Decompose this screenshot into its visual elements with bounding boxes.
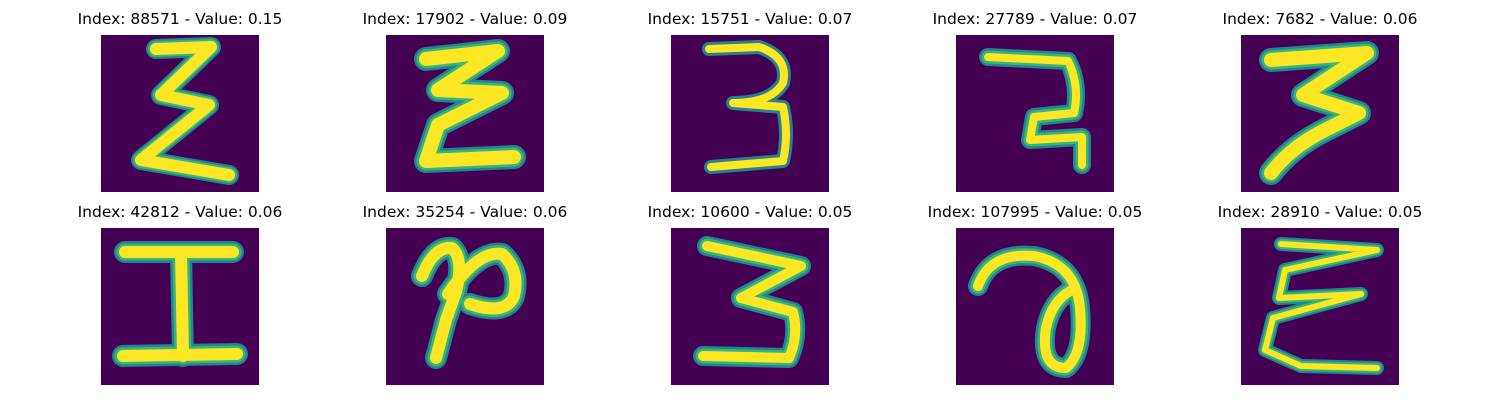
panel-2: Index: 17902 - Value: 0.09	[355, 10, 575, 192]
panel-title: Index: 42812 - Value: 0.06	[77, 203, 283, 221]
panel-10: Index: 28910 - Value: 0.05	[1210, 203, 1430, 385]
panel-title: Index: 28910 - Value: 0.05	[1217, 203, 1423, 221]
panel-7: Index: 35254 - Value: 0.06	[355, 203, 575, 385]
panel-title: Index: 27789 - Value: 0.07	[932, 10, 1138, 28]
panel-8: Index: 10600 - Value: 0.05	[640, 203, 860, 385]
digit-image	[956, 35, 1114, 192]
panel-title: Index: 7682 - Value: 0.06	[1222, 10, 1418, 28]
digit-image	[386, 35, 544, 192]
digit-image	[1241, 228, 1399, 385]
panel-5: Index: 7682 - Value: 0.06	[1210, 10, 1430, 192]
panel-4: Index: 27789 - Value: 0.07	[925, 10, 1145, 192]
digit-image	[1241, 35, 1399, 192]
digit-image	[386, 228, 544, 385]
panel-title: Index: 35254 - Value: 0.06	[362, 203, 568, 221]
panel-title: Index: 88571 - Value: 0.15	[77, 10, 283, 28]
panel-title: Index: 17902 - Value: 0.09	[362, 10, 568, 28]
digit-image	[671, 228, 829, 385]
panel-title: Index: 15751 - Value: 0.07	[647, 10, 853, 28]
digit-image	[101, 228, 259, 385]
panel-1: Index: 88571 - Value: 0.15	[70, 10, 290, 192]
panel-title: Index: 107995 - Value: 0.05	[927, 203, 1143, 221]
panel-9: Index: 107995 - Value: 0.05	[925, 203, 1145, 385]
panel-title: Index: 10600 - Value: 0.05	[647, 203, 853, 221]
digit-image	[101, 35, 259, 192]
digit-image	[671, 35, 829, 192]
digit-image	[956, 228, 1114, 385]
panel-6: Index: 42812 - Value: 0.06	[70, 203, 290, 385]
panel-3: Index: 15751 - Value: 0.07	[640, 10, 860, 192]
